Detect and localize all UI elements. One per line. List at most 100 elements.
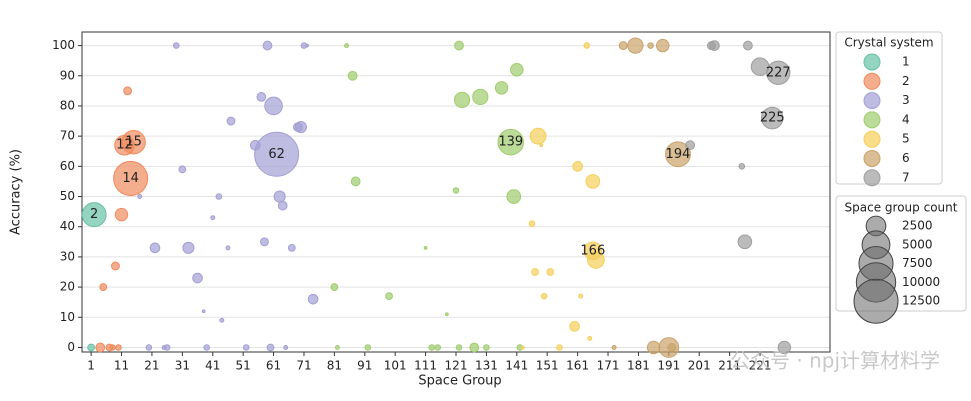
y-tick-label: 50 [60, 189, 75, 203]
bubble [587, 251, 605, 269]
legend-label: 7 [902, 170, 910, 184]
bubble [273, 190, 286, 203]
watermark: 公众号 · npj计算材料学 [730, 349, 940, 373]
bubble [385, 292, 394, 301]
bubble [115, 344, 122, 351]
bubble [709, 40, 720, 51]
legend-label: 2 [902, 74, 910, 88]
bubble [172, 42, 180, 49]
annotation: 15 [125, 135, 142, 150]
annotation: 194 [666, 147, 691, 162]
x-tick-label: 61 [266, 359, 281, 373]
bubble [294, 121, 307, 134]
bubble [506, 189, 522, 204]
bubble [192, 272, 203, 284]
x-tick-label: 101 [384, 359, 407, 373]
x-tick-label: 221 [749, 359, 772, 373]
x-tick-label: 171 [597, 359, 620, 373]
bubble [569, 321, 580, 332]
legend-swatch [863, 111, 881, 129]
bubble [611, 345, 617, 350]
bubble [585, 174, 601, 189]
bubble [423, 245, 428, 250]
bubble [510, 63, 524, 77]
y-tick-label: 30 [60, 249, 75, 263]
y-tick-label: 80 [60, 98, 75, 112]
bubble [203, 344, 210, 351]
bubble [587, 335, 593, 341]
y-tick-label: 70 [60, 129, 75, 143]
bubble [539, 143, 544, 148]
bubble [260, 237, 269, 247]
bubble [743, 40, 753, 51]
y-tick-label: 10 [60, 310, 75, 324]
bubble [109, 344, 116, 351]
bubble [472, 88, 489, 106]
legend-swatch [863, 92, 881, 110]
size-legend-label: 5000 [902, 237, 933, 251]
bubble [283, 345, 289, 350]
bubble [344, 43, 350, 49]
bubble [178, 165, 187, 174]
bubble [656, 38, 670, 53]
bubble [256, 92, 267, 102]
bubble [646, 340, 661, 355]
x-tick-label: 51 [236, 359, 251, 373]
x-tick-label: 91 [357, 359, 372, 373]
y-tick-label: 40 [60, 219, 75, 233]
x-tick-label: 81 [327, 359, 342, 373]
x-tick-label: 31 [175, 359, 190, 373]
bubble [287, 243, 296, 252]
x-tick-label: 201 [688, 359, 711, 373]
legend-label: 1 [902, 55, 910, 69]
bubble [455, 344, 463, 351]
legend-label: 3 [902, 93, 910, 107]
legend-label: 5 [902, 132, 910, 146]
size-legend-label: 7500 [902, 256, 933, 270]
bubble [334, 345, 340, 350]
bubble [453, 91, 471, 109]
y-tick-label: 100 [52, 38, 75, 52]
bubble [182, 241, 195, 254]
bubble [264, 96, 283, 116]
x-tick-label: 211 [718, 359, 741, 373]
bubble [364, 344, 372, 351]
bubble [578, 293, 584, 299]
bubble [428, 344, 435, 351]
bubble [137, 194, 143, 199]
x-tick-label: 111 [414, 359, 437, 373]
bubble [766, 60, 791, 85]
plot-frame [81, 31, 831, 353]
size-legend-label: 12500 [902, 294, 940, 308]
y-tick-label: 0 [67, 340, 75, 354]
x-tick-label: 161 [566, 359, 589, 373]
bubble [572, 161, 583, 172]
bubble [347, 70, 358, 81]
legend-label: 6 [902, 151, 910, 165]
x-tick-label: 151 [536, 359, 559, 373]
bubble [262, 40, 273, 51]
bubble [121, 130, 146, 155]
bubble [497, 128, 524, 156]
x-tick-label: 1 [87, 359, 95, 373]
y-tick-label: 60 [60, 159, 75, 173]
legend-swatch [863, 169, 881, 187]
x-tick-label: 141 [505, 359, 528, 373]
bubble [114, 207, 129, 222]
bubble [254, 131, 300, 177]
bubble [242, 344, 250, 351]
size-legend-title: Space group count [845, 201, 958, 215]
bubble [305, 43, 309, 48]
bubble [87, 343, 96, 352]
bubble [469, 342, 480, 353]
bubble [81, 202, 107, 228]
x-tick-label: 41 [205, 359, 220, 373]
x-tick-label: 121 [445, 359, 468, 373]
bubble [99, 283, 108, 292]
legend-swatch [863, 150, 881, 167]
bubble [215, 193, 223, 200]
bubble [483, 344, 490, 351]
legend-swatch [863, 72, 881, 90]
bubble [444, 312, 449, 317]
